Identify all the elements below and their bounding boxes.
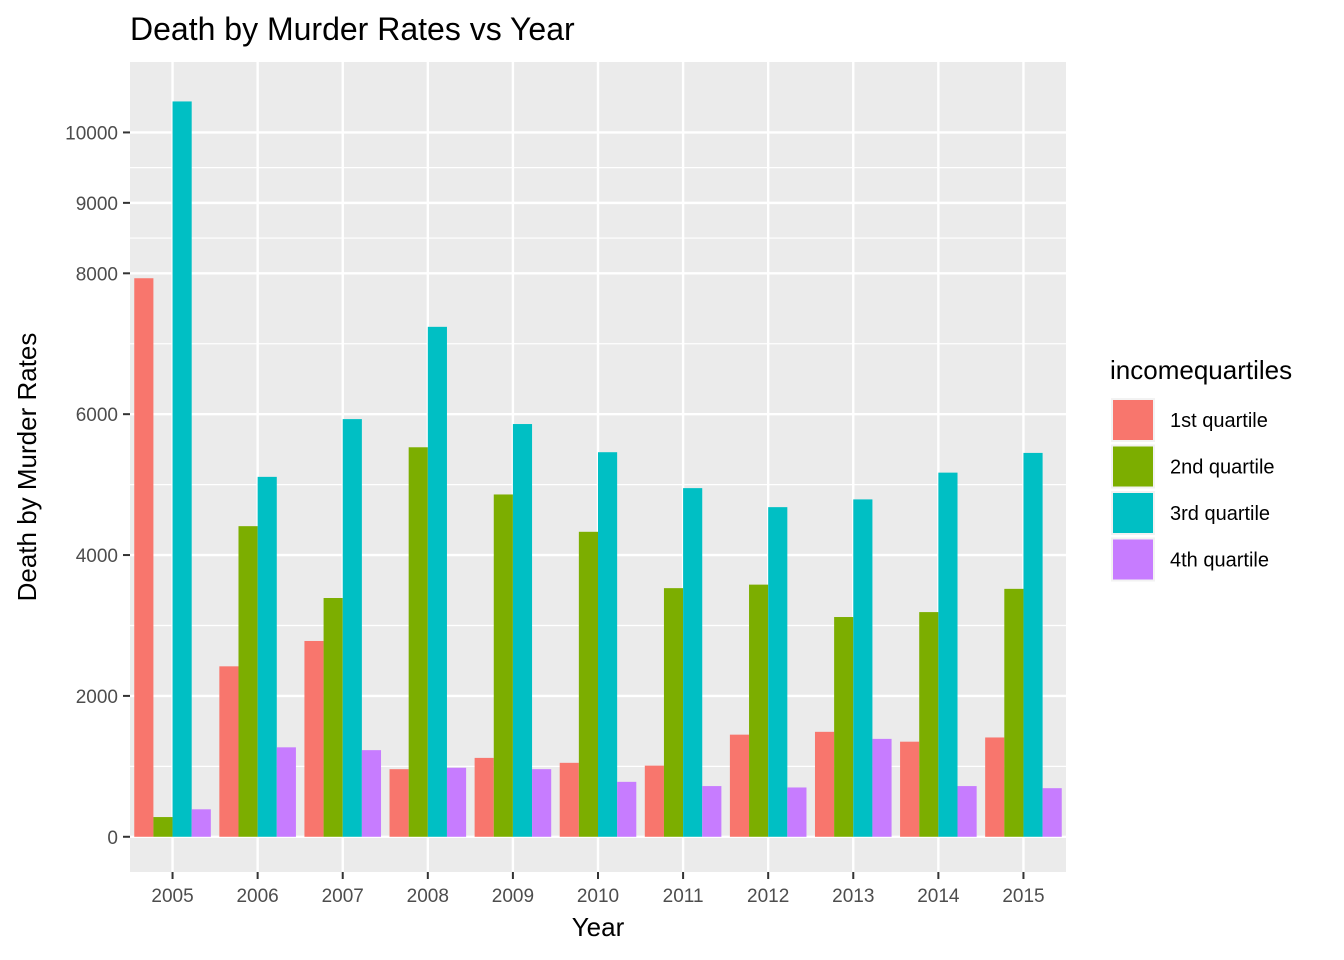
bar-2008-2nd-quartile xyxy=(408,447,428,837)
legend-swatch-3rd-quartile xyxy=(1113,493,1153,533)
legend-label-3rd-quartile: 3rd quartile xyxy=(1170,503,1270,525)
bar-2010-1st-quartile xyxy=(559,762,579,837)
bar-2007-1st-quartile xyxy=(304,640,324,837)
bar-2006-3rd-quartile xyxy=(257,476,277,837)
x-tick-label: 2013 xyxy=(832,886,874,907)
y-axis-title: Death by Murder Rates xyxy=(12,333,42,602)
legend-swatch-2nd-quartile xyxy=(1113,446,1153,487)
bar-2014-3rd-quartile xyxy=(938,472,958,837)
x-tick-label: 2008 xyxy=(407,886,449,907)
bar-2009-1st-quartile xyxy=(474,757,494,837)
bar-2011-2nd-quartile xyxy=(663,588,684,837)
x-tick-label: 2015 xyxy=(1002,886,1044,907)
bar-2012-1st-quartile xyxy=(729,734,750,837)
bar-2009-3rd-quartile xyxy=(512,424,533,837)
x-tick-label: 2009 xyxy=(492,886,534,907)
legend-label-2nd-quartile: 2nd quartile xyxy=(1170,457,1275,479)
legend-swatch-1st-quartile xyxy=(1113,400,1153,440)
bar-2011-3rd-quartile xyxy=(683,488,703,837)
y-tick-label: 10000 xyxy=(65,123,118,144)
bar-2008-3rd-quartile xyxy=(427,326,447,837)
bar-2012-2nd-quartile xyxy=(749,584,769,837)
x-tick-label: 2005 xyxy=(151,886,193,907)
bar-2006-1st-quartile xyxy=(219,666,239,837)
bar-2015-4th-quartile xyxy=(1042,788,1062,837)
bar-2015-3rd-quartile xyxy=(1023,452,1043,837)
bar-2013-3rd-quartile xyxy=(853,499,873,837)
bar-2013-4th-quartile xyxy=(872,738,892,837)
y-tick-label: 8000 xyxy=(76,264,118,285)
bar-2005-4th-quartile xyxy=(191,809,211,837)
x-tick-label: 2014 xyxy=(917,886,960,907)
legend-title: incomequartiles xyxy=(1110,355,1292,385)
x-tick-label: 2011 xyxy=(663,886,704,907)
bar-2011-4th-quartile xyxy=(702,786,722,837)
legend-items: 1st quartile 2nd quartile 3rd quartile 4th … xyxy=(1111,398,1275,582)
y-tick-label: 6000 xyxy=(76,405,118,426)
bar-2014-2nd-quartile xyxy=(919,612,939,837)
bar-2007-2nd-quartile xyxy=(323,598,343,837)
bar-2013-2nd-quartile xyxy=(834,617,854,837)
bar-2007-3rd-quartile xyxy=(342,419,362,837)
bar-2008-1st-quartile xyxy=(389,769,409,837)
bars xyxy=(134,101,1062,837)
legend-label-4th-quartile: 4th quartile xyxy=(1170,550,1269,572)
y-tick-label: 0 xyxy=(107,828,118,849)
bar-2012-4th-quartile xyxy=(787,787,807,837)
x-axis-title: Year xyxy=(572,912,625,942)
bar-2015-2nd-quartile xyxy=(1004,588,1024,837)
bar-2008-4th-quartile xyxy=(446,767,467,837)
bar-2012-3rd-quartile xyxy=(768,507,788,837)
bar-2005-2nd-quartile xyxy=(153,817,173,837)
chart-title: Death by Murder Rates vs Year xyxy=(130,11,575,47)
bar-2014-1st-quartile xyxy=(900,741,920,837)
x-tick-label: 2006 xyxy=(236,886,278,907)
bar-2006-2nd-quartile xyxy=(238,526,258,837)
x-tick-label: 2007 xyxy=(322,886,364,907)
bar-2011-1st-quartile xyxy=(644,765,664,837)
legend-label-1st-quartile: 1st quartile xyxy=(1170,410,1268,432)
bar-2010-3rd-quartile xyxy=(598,452,618,837)
bar-2013-1st-quartile xyxy=(814,731,835,837)
x-axis: 2005 2006 2007 2008 2009 2010 2011 2012 2013 2014… xyxy=(151,872,1045,907)
y-tick-label: 9000 xyxy=(76,194,118,215)
bar-2010-4th-quartile xyxy=(617,781,637,837)
bar-2006-4th-quartile xyxy=(276,747,296,837)
x-tick-label: 2012 xyxy=(747,886,789,907)
y-axis: 0 2000 4000 6000 8000 9000 10000 xyxy=(65,123,130,849)
bar-2007-4th-quartile xyxy=(361,750,382,837)
x-tick-label: 2010 xyxy=(577,886,619,907)
bar-2010-2nd-quartile xyxy=(578,531,598,837)
bar-2009-4th-quartile xyxy=(532,769,552,837)
bar-2005-1st-quartile xyxy=(134,278,154,837)
bar-2015-1st-quartile xyxy=(985,737,1005,837)
y-tick-label: 2000 xyxy=(76,687,118,708)
bar-2009-2nd-quartile xyxy=(493,494,513,837)
bar-2014-4th-quartile xyxy=(957,786,977,837)
y-tick-label: 4000 xyxy=(76,546,118,567)
bar-2005-3rd-quartile xyxy=(172,101,192,837)
legend-swatch-4th-quartile xyxy=(1113,539,1153,580)
legend: incomequartiles 1st quartile 2nd quartile… xyxy=(1110,355,1292,582)
